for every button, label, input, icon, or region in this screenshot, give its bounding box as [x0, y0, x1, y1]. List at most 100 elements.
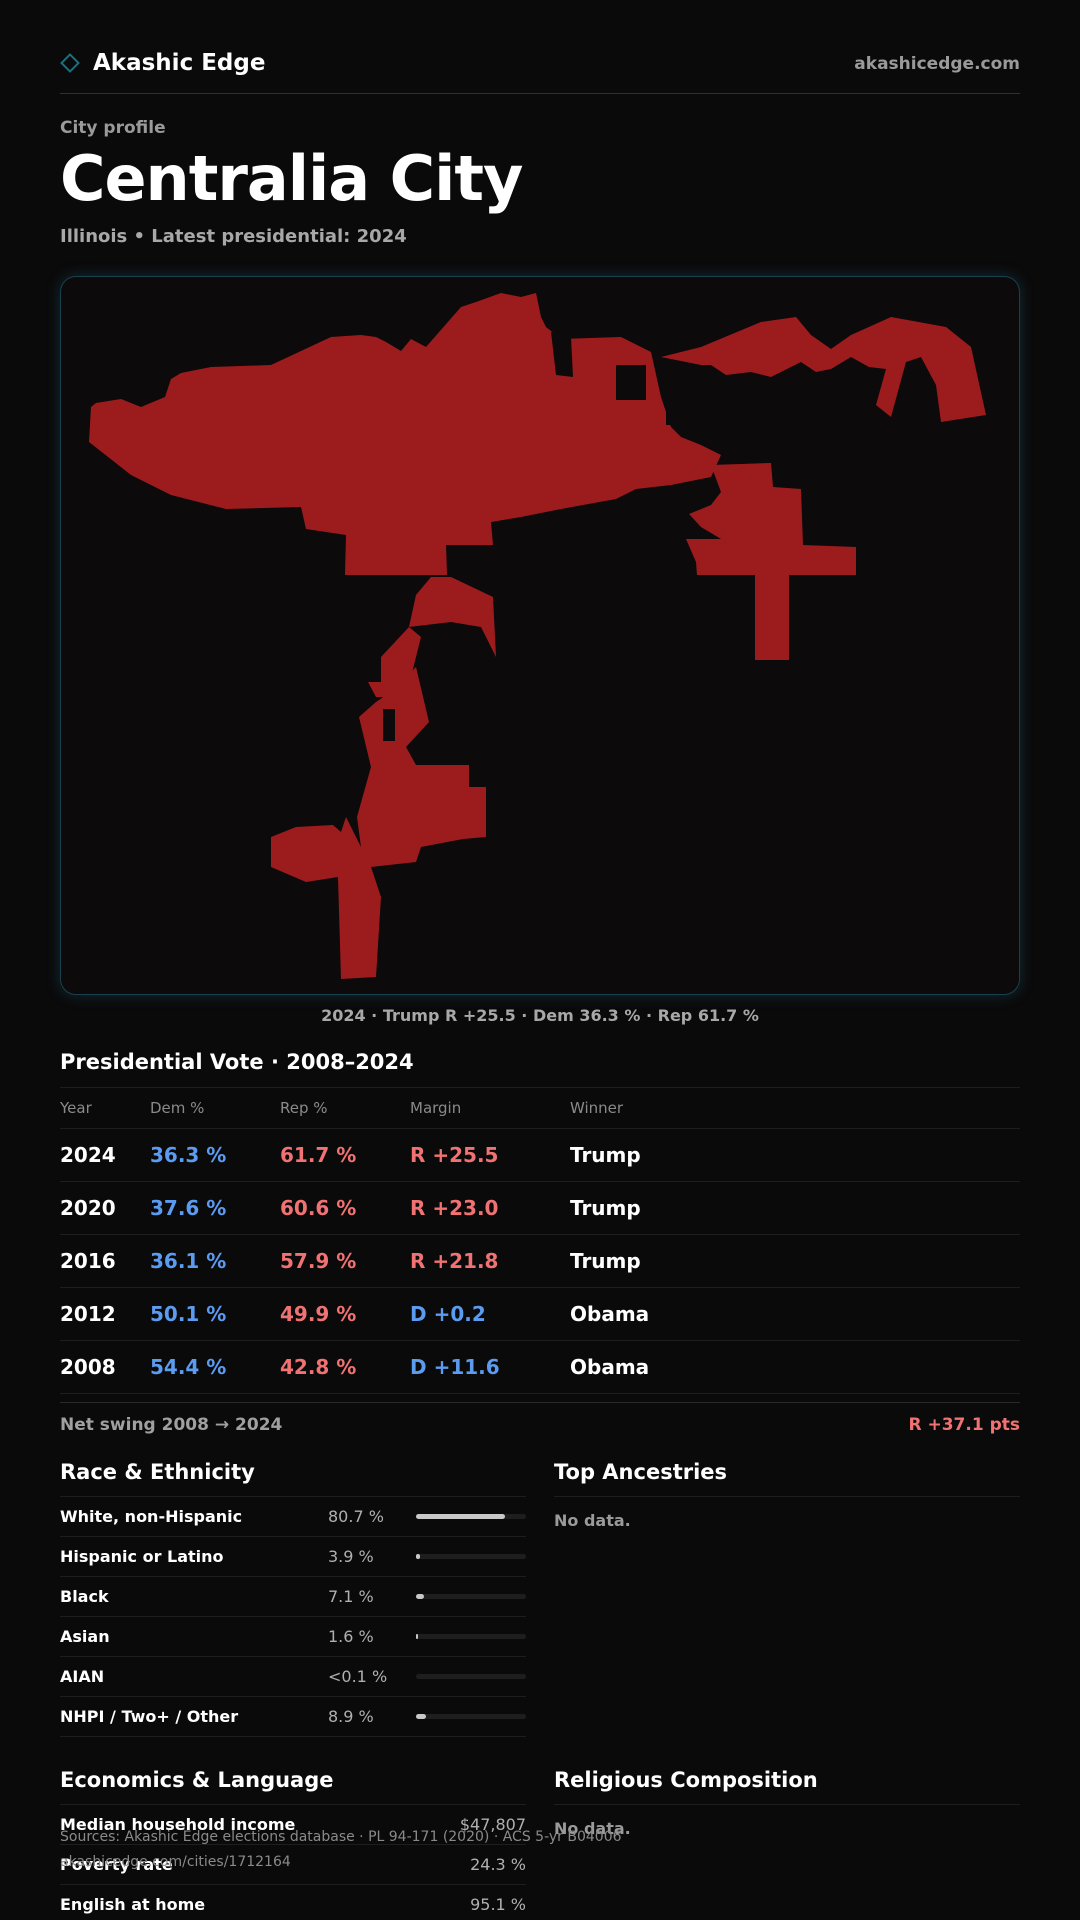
vote-dem-pct: 50.1 % — [150, 1302, 227, 1326]
econ-value: 95.1 % — [470, 1895, 526, 1914]
econ-label: Poverty rate — [60, 1855, 173, 1874]
vote-year: 2012 — [60, 1302, 116, 1326]
vote-row: 2024 36.3 % 61.7 % R +25.5 Trump — [60, 1129, 1020, 1182]
race-pct: 1.6 % — [328, 1627, 374, 1646]
city-boundary-svg — [89, 293, 986, 979]
footer-sources: Sources: Akashic Edge elections database… — [60, 1829, 622, 1845]
econ-value: $47,807 — [459, 1815, 526, 1834]
race-bar-fill — [416, 1714, 426, 1719]
vote-margin: R +25.5 — [410, 1143, 499, 1167]
page-subtitle: Illinois • Latest presidential: 2024 — [60, 226, 407, 247]
vote-rep-pct: 57.9 % — [280, 1249, 357, 1273]
econ-label: Median household income — [60, 1815, 296, 1834]
ancestries-section: Top Ancestries No data. — [554, 1460, 1020, 1530]
race-pct: 8.9 % — [328, 1707, 374, 1726]
vote-table-header: Year Dem % Rep % Margin Winner — [60, 1088, 1020, 1129]
vote-row: 2008 54.4 % 42.8 % D +11.6 Obama — [60, 1341, 1020, 1394]
vote-winner: Obama — [570, 1302, 650, 1326]
economics-section-title: Economics & Language — [60, 1768, 526, 1805]
net-swing-label: Net swing 2008 → 2024 — [60, 1414, 283, 1435]
vote-dem-pct: 37.6 % — [150, 1196, 227, 1220]
religion-empty: No data. — [554, 1819, 631, 1838]
col-winner: Winner — [570, 1099, 624, 1117]
col-dem: Dem % — [150, 1099, 205, 1117]
vote-margin: R +23.0 — [410, 1196, 499, 1220]
vote-row: 2016 36.1 % 57.9 % R +21.8 Trump — [60, 1235, 1020, 1288]
city-boundary-map — [60, 276, 1020, 995]
brand-name: Akashic Edge — [93, 50, 266, 76]
race-bar-track — [416, 1594, 526, 1599]
ancestries-empty: No data. — [554, 1511, 631, 1530]
city-boundary-shape — [89, 293, 986, 979]
vote-section-title: Presidential Vote · 2008–2024 — [60, 1050, 414, 1074]
col-year: Year — [60, 1099, 92, 1117]
econ-label: English at home — [60, 1895, 206, 1914]
vote-winner: Trump — [570, 1249, 641, 1273]
race-bar-track — [416, 1674, 526, 1679]
vote-margin: D +11.6 — [410, 1355, 500, 1379]
map-caption: 2024 · Trump R +25.5 · Dem 36.3 % · Rep … — [321, 1006, 759, 1025]
economics-section: Economics & Language Median household in… — [60, 1768, 526, 1920]
vote-row: 2012 50.1 % 49.9 % D +0.2 Obama — [60, 1288, 1020, 1341]
religion-section: Religious Composition No data. — [554, 1768, 1020, 1838]
race-bar-fill — [416, 1594, 424, 1599]
race-pct: 80.7 % — [328, 1507, 384, 1526]
vote-rep-pct: 49.9 % — [280, 1302, 357, 1326]
vote-year: 2008 — [60, 1355, 116, 1379]
net-swing: Net swing 2008 → 2024 R +37.1 pts — [60, 1402, 1020, 1446]
vote-dem-pct: 36.3 % — [150, 1143, 227, 1167]
vote-margin: D +0.2 — [410, 1302, 486, 1326]
brand[interactable]: Akashic Edge — [60, 50, 265, 76]
footer-url[interactable]: akashicedge.com/cities/1712164 — [60, 1854, 291, 1870]
vote-rep-pct: 42.8 % — [280, 1355, 357, 1379]
econ-row: Median household income $47,807 — [60, 1805, 526, 1845]
vote-row: 2020 37.6 % 60.6 % R +23.0 Trump — [60, 1182, 1020, 1235]
vote-rep-pct: 60.6 % — [280, 1196, 357, 1220]
race-section: Race & Ethnicity White, non-Hispanic 80.7… — [60, 1460, 526, 1737]
ancestries-section-title: Top Ancestries — [554, 1460, 1020, 1497]
econ-row: English at home 95.1 % — [60, 1885, 526, 1920]
race-row: AIAN <0.1 % — [60, 1657, 526, 1697]
diamond-logo-icon — [60, 53, 80, 73]
race-row: Black 7.1 % — [60, 1577, 526, 1617]
vote-year: 2016 — [60, 1249, 116, 1273]
race-bar-track — [416, 1634, 526, 1639]
race-label: AIAN — [60, 1667, 105, 1686]
race-row: Asian 1.6 % — [60, 1617, 526, 1657]
col-margin: Margin — [410, 1099, 462, 1117]
vote-year: 2024 — [60, 1143, 116, 1167]
vote-margin: R +21.8 — [410, 1249, 499, 1273]
net-swing-value: R +37.1 pts — [908, 1414, 1020, 1435]
map-holes — [383, 332, 672, 741]
race-label: Black — [60, 1587, 109, 1606]
race-row: Hispanic or Latino 3.9 % — [60, 1537, 526, 1577]
race-pct: <0.1 % — [328, 1667, 388, 1686]
econ-row: Poverty rate 24.3 % — [60, 1845, 526, 1885]
col-rep: Rep % — [280, 1099, 328, 1117]
footer: Sources: Akashic Edge elections database… — [60, 1825, 622, 1875]
race-bar-fill — [416, 1634, 419, 1639]
race-label: Asian — [60, 1627, 110, 1646]
race-bar-fill — [416, 1514, 505, 1519]
vote-table: Year Dem % Rep % Margin Winner 2024 36.3 … — [60, 1087, 1020, 1394]
econ-value: 24.3 % — [470, 1855, 526, 1874]
race-bar-track — [416, 1514, 526, 1519]
race-bar-track — [416, 1554, 526, 1559]
race-label: White, non-Hispanic — [60, 1507, 243, 1526]
race-row: NHPI / Two+ / Other 8.9 % — [60, 1697, 526, 1737]
page-title: Centralia City — [60, 142, 523, 215]
vote-year: 2020 — [60, 1196, 116, 1220]
vote-winner: Obama — [570, 1355, 650, 1379]
vote-winner: Trump — [570, 1143, 641, 1167]
vote-dem-pct: 36.1 % — [150, 1249, 227, 1273]
vote-winner: Trump — [570, 1196, 641, 1220]
race-label: NHPI / Two+ / Other — [60, 1707, 239, 1726]
religion-section-title: Religious Composition — [554, 1768, 1020, 1805]
vote-rep-pct: 61.7 % — [280, 1143, 357, 1167]
race-pct: 7.1 % — [328, 1587, 374, 1606]
race-row: White, non-Hispanic 80.7 % — [60, 1497, 526, 1537]
site-link[interactable]: akashicedge.com — [854, 54, 1020, 74]
race-bar-fill — [416, 1554, 421, 1559]
race-pct: 3.9 % — [328, 1547, 374, 1566]
race-label: Hispanic or Latino — [60, 1547, 224, 1566]
